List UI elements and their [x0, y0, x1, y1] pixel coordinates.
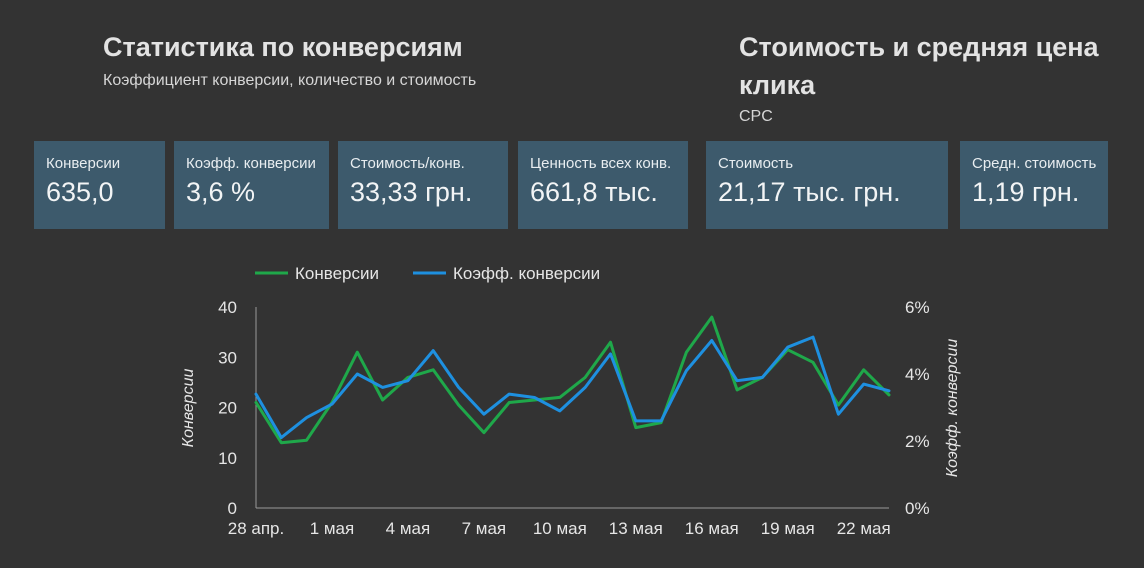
y-tick-label: 10	[218, 449, 237, 468]
y-tick-label: 0	[228, 499, 237, 518]
x-tick-label: 19 мая	[761, 519, 815, 538]
y-axis-right-label: Коэфф. конверсии	[944, 339, 961, 478]
x-tick-label: 16 мая	[685, 519, 739, 538]
kpi-card-conversion-rate[interactable]: Коэфф. конверсии 3,6 %	[174, 141, 329, 229]
kpi-value: 635,0	[46, 177, 114, 207]
right-section-subtitle: CPC	[739, 108, 773, 125]
kpi-card-cost-per-conversion[interactable]: Стоимость/конв. 33,33 грн.	[338, 141, 508, 229]
x-tick-label: 4 мая	[386, 519, 431, 538]
x-tick-label: 22 мая	[837, 519, 891, 538]
kpi-label: Средн. стоимость	[972, 155, 1097, 172]
kpi-label: Коэфф. конверсии	[186, 155, 316, 172]
chart-legend[interactable]: Конверсии Коэфф. конверсии	[255, 264, 600, 283]
y-axis-left-label: Конверсии	[180, 369, 197, 448]
y2-tick-label: 0%	[905, 499, 930, 518]
kpi-label: Ценность всех конв.	[530, 155, 672, 172]
kpi-card-conversions[interactable]: Конверсии 635,0	[34, 141, 165, 229]
kpi-label: Стоимость/конв.	[350, 155, 465, 172]
x-tick-label: 1 мая	[310, 519, 355, 538]
left-section-subtitle: Коэффициент конверсии, количество и стои…	[103, 72, 477, 89]
y2-tick-label: 2%	[905, 432, 930, 451]
kpi-label: Стоимость	[718, 155, 794, 172]
kpi-card-cost[interactable]: Стоимость 21,17 тыс. грн.	[706, 141, 948, 229]
x-tick-label: 10 мая	[533, 519, 587, 538]
left-section-title: Статистика по конверсиям	[103, 32, 463, 62]
legend-label: Конверсии	[295, 264, 379, 283]
y-axis-right-ticks: 0% 2% 4% 6%	[905, 298, 930, 518]
y2-tick-label: 4%	[905, 365, 930, 384]
kpi-value: 3,6 %	[186, 177, 256, 207]
kpi-value: 21,17 тыс. грн.	[718, 177, 901, 207]
y2-tick-label: 6%	[905, 298, 930, 317]
kpi-card-conversion-value[interactable]: Ценность всех конв. 661,8 тыс.	[518, 141, 688, 229]
x-tick-label: 28 апр.	[228, 519, 284, 538]
y-axis-left-ticks: 0 10 20 30 40	[218, 298, 237, 518]
chart-series	[254, 315, 891, 445]
kpi-label: Конверсии	[46, 155, 121, 172]
x-tick-label: 7 мая	[462, 519, 507, 538]
x-axis-ticks: 28 апр. 1 мая 4 мая 7 мая 10 мая 13 мая 16 мая…	[228, 519, 891, 538]
legend-label: Коэфф. конверсии	[453, 264, 600, 283]
kpi-card-avg-cpc[interactable]: Средн. стоимость 1,19 грн.	[960, 141, 1108, 229]
right-section-title: Стоимость и средняя цена клика	[739, 32, 1099, 100]
chart-axes	[255, 307, 889, 509]
y-tick-label: 40	[218, 298, 237, 317]
series-line-conversion-rate[interactable]	[254, 335, 891, 440]
kpi-value: 33,33 грн.	[350, 177, 473, 207]
legend-item[interactable]: Конверсии	[255, 264, 379, 283]
kpi-value: 1,19 грн.	[972, 177, 1080, 207]
y-tick-label: 20	[218, 399, 237, 418]
y-tick-label: 30	[218, 348, 237, 367]
x-tick-label: 13 мая	[609, 519, 663, 538]
legend-item[interactable]: Коэфф. конверсии	[413, 264, 600, 283]
kpi-value: 661,8 тыс.	[530, 177, 658, 207]
